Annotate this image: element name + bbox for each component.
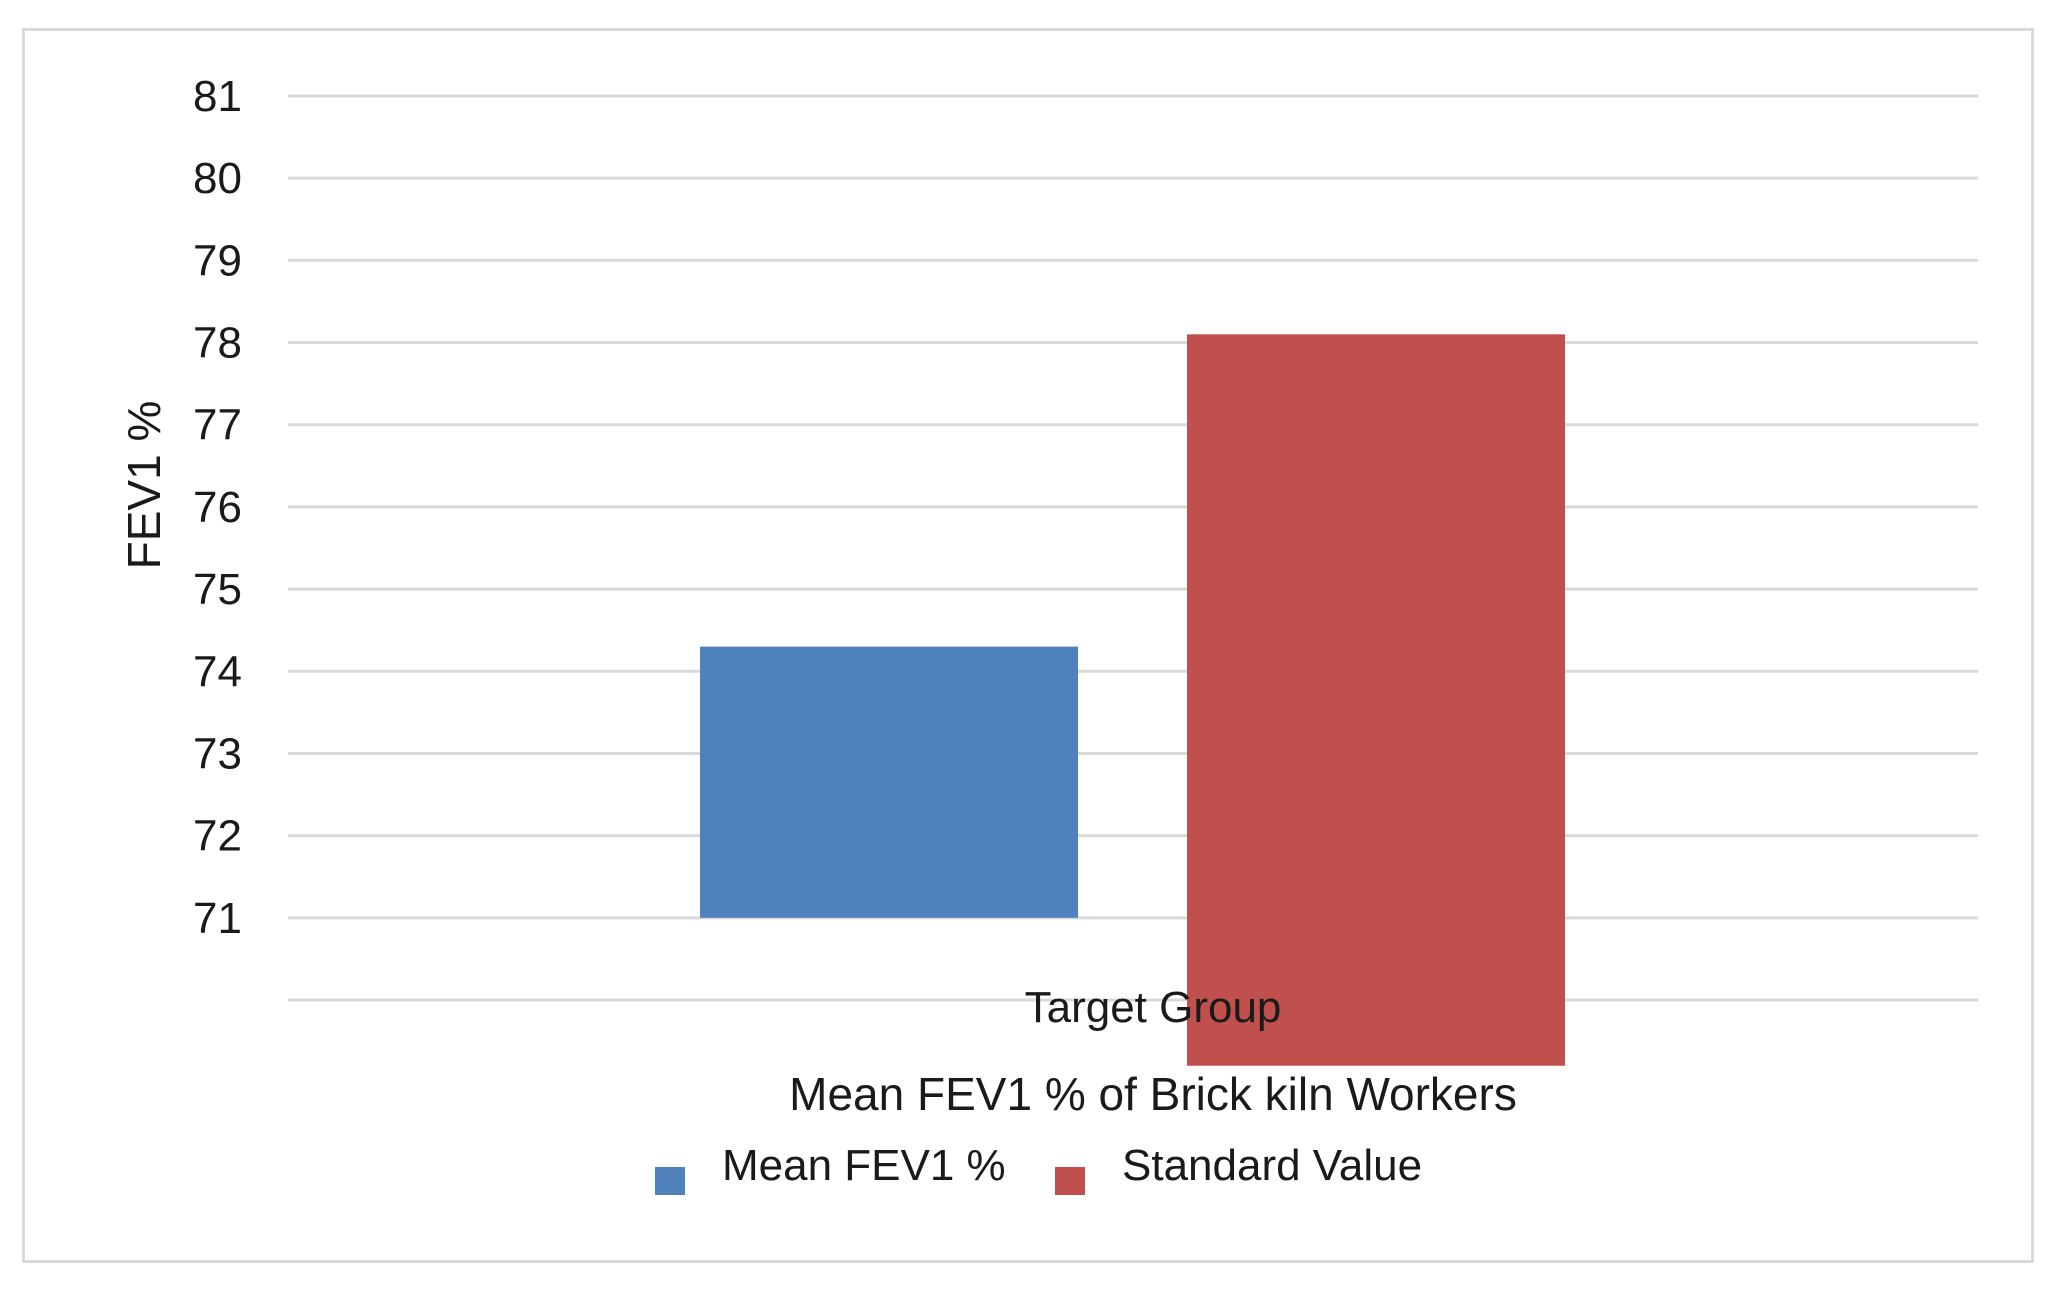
gridlines bbox=[288, 94, 1978, 1002]
y-axis-title: FEV1 % bbox=[118, 401, 170, 570]
bar-mean-fev1 bbox=[700, 646, 1078, 918]
y-tick-label: 75 bbox=[193, 565, 242, 614]
y-tick-label: 71 bbox=[193, 894, 242, 943]
y-tick-label: 76 bbox=[193, 483, 242, 532]
y-tick-label: 80 bbox=[193, 154, 242, 203]
bars bbox=[700, 334, 1565, 1066]
y-tick-label: 73 bbox=[193, 729, 242, 778]
y-tick-label: 72 bbox=[193, 812, 242, 861]
bar-standard-value bbox=[1187, 334, 1565, 1066]
y-tick-label: 74 bbox=[193, 647, 242, 696]
chart-title: Mean FEV1 % of Brick kiln Workers bbox=[789, 1068, 1517, 1120]
legend-label: Mean FEV1 % bbox=[722, 1141, 1006, 1190]
y-tick-label: 78 bbox=[193, 319, 242, 368]
legend-swatch bbox=[1055, 1167, 1085, 1195]
y-tick-label: 81 bbox=[193, 72, 242, 121]
legend-label: Standard Value bbox=[1122, 1141, 1422, 1190]
y-tick-label: 77 bbox=[193, 401, 242, 450]
legend: Mean FEV1 % Standard Value bbox=[655, 1141, 1422, 1195]
y-axis-ticks: 81 80 79 78 77 76 75 74 73 72 71 bbox=[193, 72, 242, 943]
legend-swatch bbox=[655, 1167, 685, 1195]
category-label: Target Group bbox=[1025, 983, 1282, 1032]
chart-frame bbox=[22, 28, 2034, 1263]
y-tick-label: 79 bbox=[193, 236, 242, 285]
